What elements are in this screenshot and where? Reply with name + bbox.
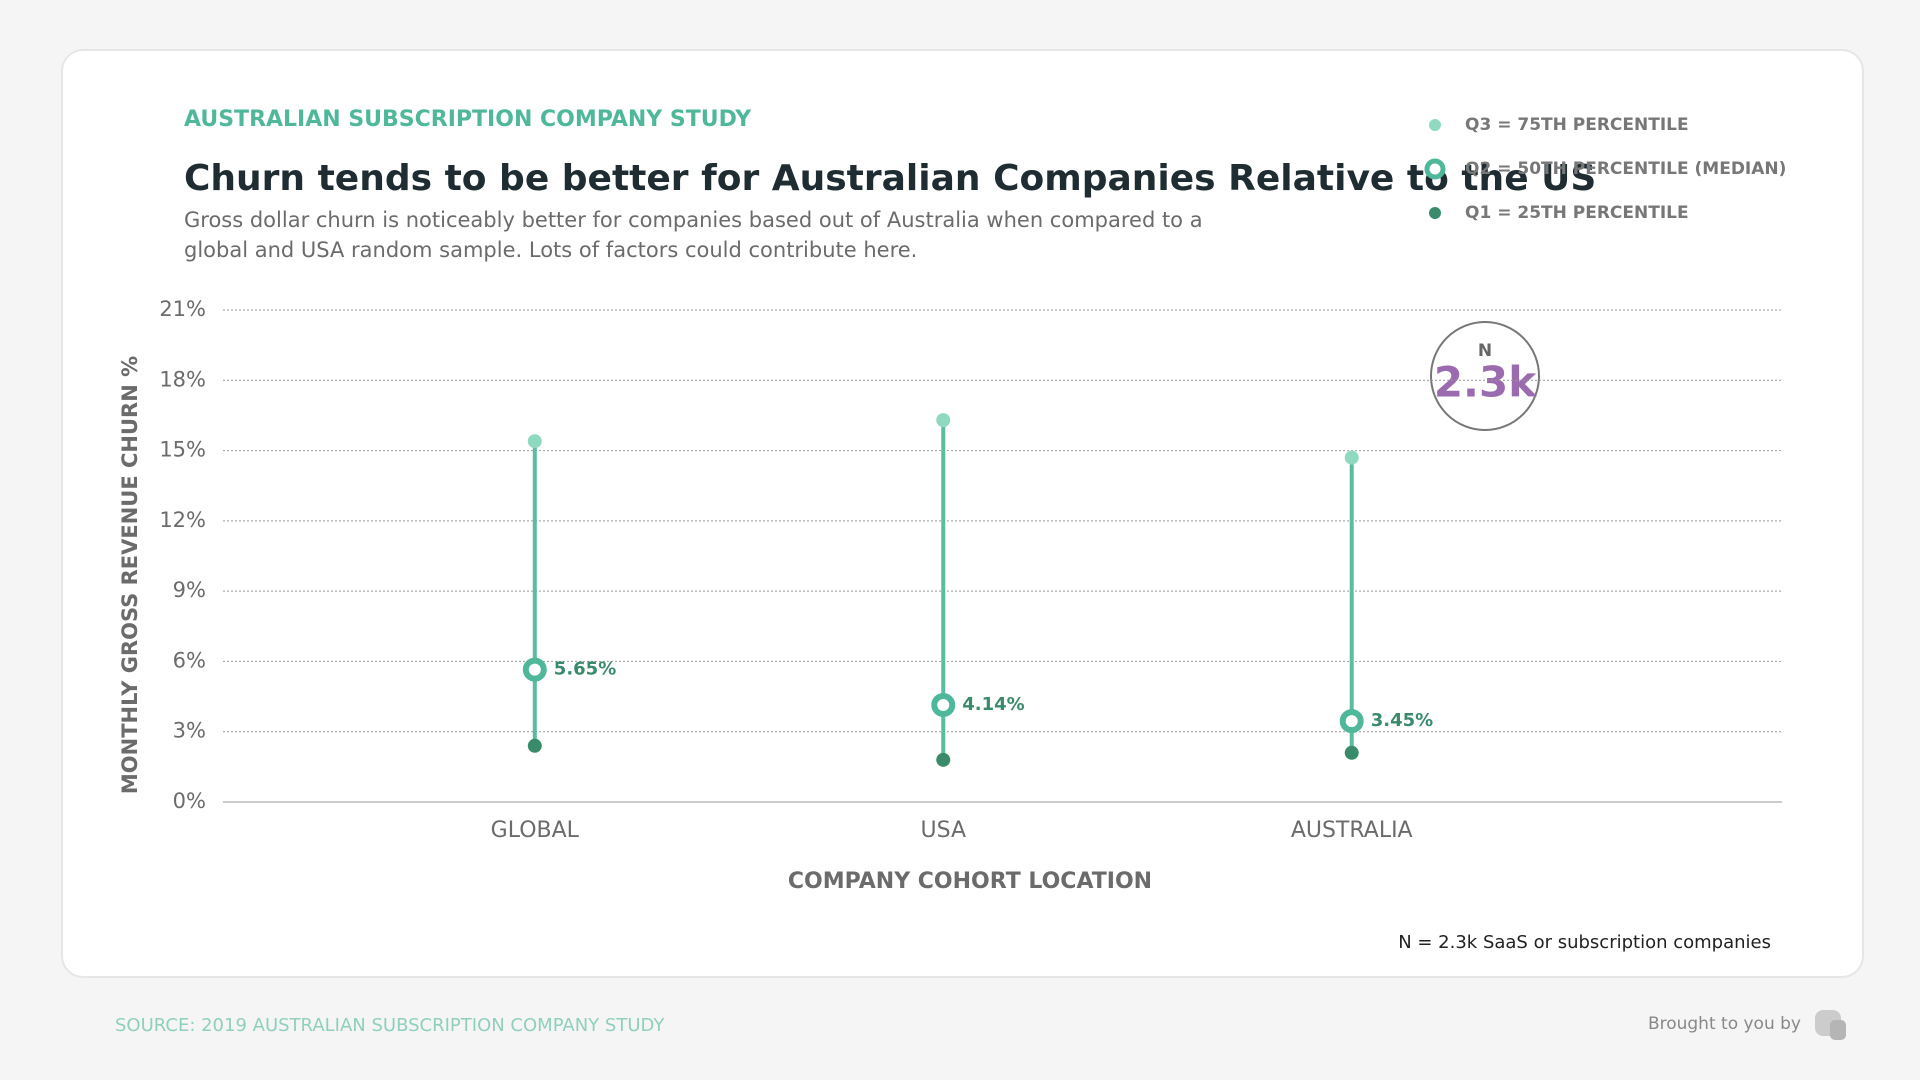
q3-dot xyxy=(936,413,951,428)
value-label: 4.14% xyxy=(962,694,1024,715)
chart-subtitle: Gross dollar churn is noticeably better … xyxy=(184,208,1203,262)
source: SOURCE: 2019 AUSTRALIAN SUBSCRIPTION COM… xyxy=(115,1015,665,1036)
x-axis-label: COMPANY COHORT LOCATION xyxy=(788,869,1152,894)
note: N = 2.3k SaaS or subscription companies xyxy=(1398,932,1771,953)
y-tick-label: 9% xyxy=(173,578,206,602)
badge xyxy=(1430,321,1540,431)
q1-dot xyxy=(527,738,542,753)
median-dot xyxy=(1339,709,1364,734)
chart-title: Churn tends to be better for Australian … xyxy=(184,158,1596,199)
legend-label: Q3 = 75TH PERCENTILE xyxy=(1465,115,1689,135)
y-tick-label: 18% xyxy=(159,367,206,391)
value-label: 3.45% xyxy=(1371,710,1433,731)
logo xyxy=(1815,1010,1846,1040)
x-tick-label: AUSTRALIA xyxy=(1291,818,1413,843)
q3-dot xyxy=(527,434,542,449)
card xyxy=(61,49,1864,978)
q1-dot xyxy=(1344,745,1359,760)
y-axis-label: MONTHLY GROSS REVENUE CHURN % xyxy=(118,356,142,794)
y-tick-label: 3% xyxy=(173,719,206,743)
median-dot xyxy=(931,693,956,718)
legend-marker xyxy=(1429,119,1441,131)
q1-dot xyxy=(936,752,951,767)
y-tick-label: 15% xyxy=(159,438,206,462)
badge-label: N xyxy=(1478,341,1492,361)
y-tick-label: 6% xyxy=(173,648,206,672)
credit: Brought to you by xyxy=(1648,1014,1801,1034)
chart-supertitle: AUSTRALIAN SUBSCRIPTION COMPANY STUDY xyxy=(184,107,752,132)
y-tick-label: 12% xyxy=(159,508,206,532)
median-dot xyxy=(522,657,547,682)
value-label: 5.65% xyxy=(554,659,616,680)
legend-label: Q1 = 25TH PERCENTILE xyxy=(1465,203,1689,223)
badge-value: 2.3k xyxy=(1434,358,1537,407)
y-tick-label: 21% xyxy=(159,297,206,321)
legend-marker xyxy=(1429,207,1441,219)
q3-dot xyxy=(1344,450,1359,465)
x-tick-label: GLOBAL xyxy=(491,818,580,843)
legend-marker xyxy=(1424,158,1446,180)
legend-label: Q2 = 50TH PERCENTILE (MEDIAN) xyxy=(1465,159,1786,179)
y-tick-label: 0% xyxy=(173,789,206,813)
x-tick-label: USA xyxy=(920,818,966,843)
